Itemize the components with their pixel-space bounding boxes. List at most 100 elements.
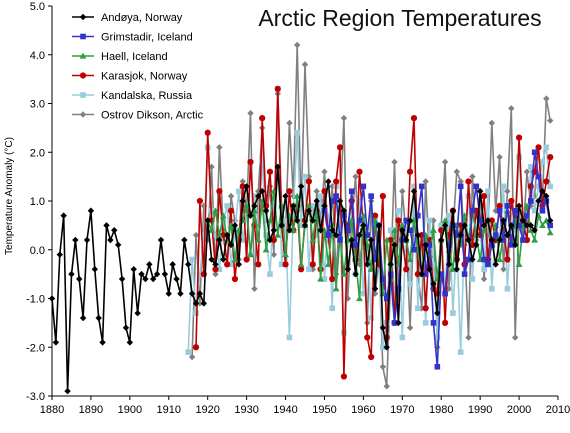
data-point-diamond — [60, 212, 67, 219]
data-point-square — [450, 310, 456, 316]
data-point-square — [477, 217, 483, 224]
x-tick-label: 1960 — [351, 404, 375, 416]
data-point-diamond — [434, 309, 441, 317]
data-point-diamond — [157, 236, 165, 244]
data-point-circle — [329, 275, 336, 283]
data-point-diamond — [153, 270, 161, 278]
data-point-triangle — [496, 256, 504, 263]
data-point-diamond — [200, 300, 207, 307]
data-point-square — [236, 188, 242, 195]
data-point-circle — [364, 334, 371, 341]
data-point-square — [411, 246, 417, 253]
data-point-diamond — [426, 266, 433, 273]
data-point-triangle — [227, 221, 235, 228]
data-point-circle — [406, 168, 414, 175]
legend-item: Ostrov Dikson, Arctic — [72, 110, 204, 122]
data-point-diamond — [251, 202, 258, 210]
data-point-circle — [298, 266, 305, 273]
data-point-diamond — [379, 324, 387, 331]
data-point-square — [364, 232, 371, 238]
data-point-square — [418, 183, 425, 190]
data-point-square — [352, 242, 359, 248]
data-point-square — [212, 232, 219, 238]
data-point-square — [531, 149, 538, 156]
y-tick-label: 5.0 — [30, 1, 45, 13]
data-point-circle — [371, 212, 379, 219]
x-tick-label: 1940 — [273, 404, 297, 416]
series-and-ya-norway — [48, 163, 554, 395]
data-point-square — [426, 242, 433, 248]
data-point-diamond — [480, 222, 488, 229]
data-point-square — [481, 256, 487, 263]
data-point-diamond — [196, 300, 204, 307]
data-point-square — [434, 334, 441, 341]
data-point-square — [535, 173, 542, 180]
data-point-triangle — [531, 236, 539, 243]
data-point-triangle — [309, 236, 317, 243]
data-point-triangle — [324, 260, 332, 267]
data-point-square — [520, 237, 526, 243]
data-point-circle — [286, 188, 293, 195]
data-point-circle — [480, 193, 488, 200]
data-point-diamond — [492, 261, 499, 268]
data-point-diamond — [83, 236, 91, 244]
data-point-diamond — [364, 261, 371, 268]
data-point-triangle — [410, 217, 418, 224]
data-point-diamond — [500, 266, 507, 273]
legend-label: Haell, Iceland — [101, 51, 168, 63]
data-point-diamond — [258, 188, 266, 195]
legend-item: Karasjok, Norway — [72, 71, 188, 83]
data-point-square — [368, 315, 374, 321]
chart-title: Arctic Region Temperatures — [258, 5, 541, 31]
series-layer — [48, 41, 554, 395]
data-point-diamond — [473, 241, 480, 249]
data-point-diamond — [348, 236, 355, 244]
data-point-diamond — [146, 261, 153, 268]
data-point-circle — [204, 129, 211, 136]
data-point-circle — [469, 241, 476, 248]
data-point-diamond — [504, 231, 511, 239]
data-point-diamond — [488, 119, 496, 127]
data-point-square — [430, 261, 437, 268]
data-point-square — [535, 183, 542, 190]
data-point-diamond — [239, 178, 246, 185]
data-point-diamond — [185, 261, 192, 268]
data-point-square — [286, 334, 293, 341]
data-point-diamond — [547, 217, 554, 224]
data-point-diamond — [496, 153, 503, 161]
data-point-square — [368, 193, 374, 199]
axes-layer: -3.0 -2.0 -1.0 0.0 1.0 2.0 3.0 4.0 5.0 1880 1890 19… — [26, 1, 570, 416]
data-point-diamond — [208, 256, 215, 263]
data-point-diamond — [515, 202, 523, 210]
data-point-circle — [410, 115, 418, 122]
data-point-circle — [270, 236, 277, 244]
data-point-square — [473, 183, 480, 190]
data-point-diamond — [216, 236, 223, 244]
data-point-square — [504, 285, 511, 292]
legend-label: Grimstadir, Iceland — [101, 32, 193, 44]
data-point-square — [356, 217, 363, 224]
data-point-diamond — [91, 266, 99, 273]
data-point-diamond — [465, 236, 472, 244]
data-point-diamond — [220, 256, 227, 263]
data-point-diamond — [255, 192, 262, 200]
data-point-diamond — [270, 227, 278, 234]
data-point-square — [380, 344, 386, 351]
data-point-diamond — [527, 222, 534, 229]
data-point-square — [446, 242, 452, 248]
data-point-circle — [442, 319, 449, 326]
data-point-square — [469, 276, 476, 282]
data-point-circle — [274, 85, 281, 92]
data-point-square — [485, 261, 491, 268]
data-point-diamond — [114, 241, 122, 249]
data-point-diamond — [531, 192, 538, 200]
data-point-diamond — [379, 363, 387, 370]
data-point-triangle — [321, 226, 328, 233]
data-point-triangle — [215, 231, 223, 238]
x-tick-label: 1900 — [118, 404, 142, 416]
data-point-square — [387, 227, 394, 234]
data-point-triangle — [546, 229, 554, 236]
data-point-circle — [247, 158, 254, 166]
data-point-diamond — [192, 300, 200, 307]
x-tick-label: 2010 — [546, 404, 570, 416]
